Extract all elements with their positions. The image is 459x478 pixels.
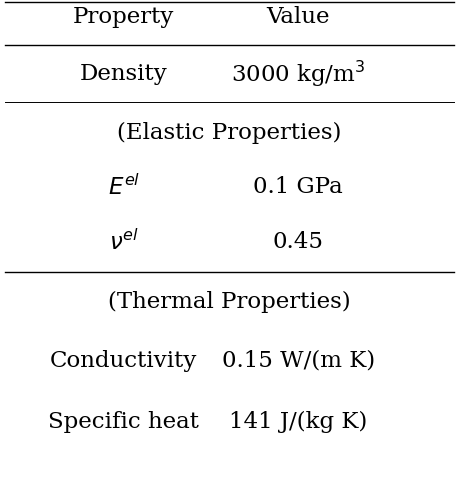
Text: 0.1 GPa: 0.1 GPa bbox=[253, 176, 343, 198]
Text: Conductivity: Conductivity bbox=[50, 350, 198, 372]
Text: 0.15 W/(m K): 0.15 W/(m K) bbox=[222, 350, 375, 372]
Text: 0.45: 0.45 bbox=[273, 231, 324, 253]
Text: (Elastic Properties): (Elastic Properties) bbox=[118, 122, 341, 144]
Text: $\nu^{el}$: $\nu^{el}$ bbox=[109, 229, 139, 255]
Text: Value: Value bbox=[267, 6, 330, 28]
Text: Specific heat: Specific heat bbox=[49, 411, 199, 433]
Text: Property: Property bbox=[73, 6, 174, 28]
Text: (Thermal Properties): (Thermal Properties) bbox=[108, 291, 351, 313]
Text: Density: Density bbox=[80, 63, 168, 85]
Text: $E^{el}$: $E^{el}$ bbox=[108, 174, 140, 200]
Text: 141 J/(kg K): 141 J/(kg K) bbox=[229, 411, 368, 433]
Text: 3000 kg/m$^3$: 3000 kg/m$^3$ bbox=[231, 59, 365, 89]
